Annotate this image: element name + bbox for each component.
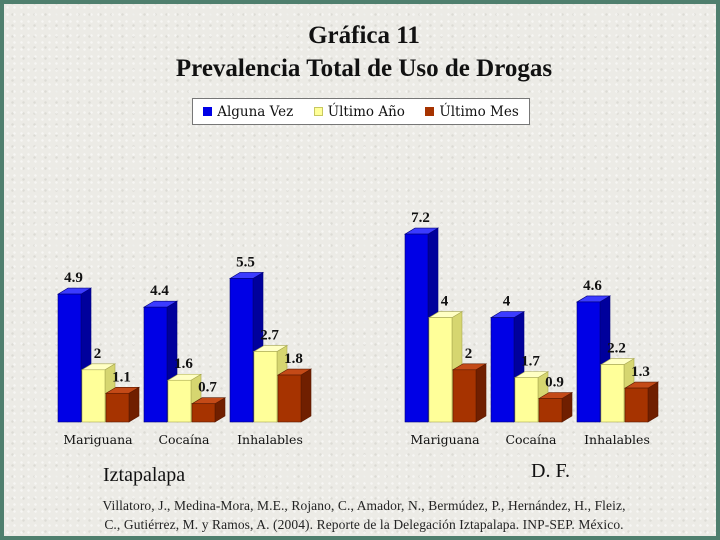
category-label: Mariguana <box>63 432 133 447</box>
bar-side <box>300 368 312 423</box>
bar <box>624 387 649 423</box>
data-label: 0.7 <box>198 380 217 396</box>
data-label: 4.4 <box>150 283 169 299</box>
legend-swatch <box>425 107 435 116</box>
data-label: 1.8 <box>284 351 303 367</box>
bar <box>105 392 130 423</box>
bar <box>143 306 168 423</box>
data-label: 2 <box>94 346 102 362</box>
data-label: 7.2 <box>411 210 430 226</box>
chart-subtitle: Prevalencia Total de Uso de Drogas <box>175 55 553 82</box>
bar <box>452 369 477 423</box>
citation-line: C., Gutiérrez, M. y Ramos, A. (2004). Re… <box>104 517 624 532</box>
data-label: 4.6 <box>583 278 602 294</box>
data-label: 1.1 <box>112 369 131 385</box>
bar <box>600 364 625 423</box>
chart-title: Gráfica 11 <box>308 22 420 49</box>
data-label: 4 <box>441 294 449 310</box>
data-label: 1.7 <box>521 354 540 370</box>
group-label-df: D. F. <box>531 460 570 482</box>
category-label: Cocaína <box>505 432 557 447</box>
data-label: 1.3 <box>631 364 650 380</box>
legend-label: Último Mes <box>439 103 519 120</box>
category-label: Cocaína <box>158 432 210 447</box>
bar <box>167 379 192 423</box>
data-label: 5.5 <box>236 254 255 270</box>
bar-side <box>475 363 487 423</box>
bar <box>191 403 216 423</box>
data-label: 4.9 <box>64 270 83 286</box>
bar <box>428 317 453 423</box>
bar <box>253 351 278 423</box>
bar <box>576 301 601 423</box>
data-label: 2 <box>465 346 473 362</box>
bar <box>404 233 429 423</box>
citation-line: Villatoro, J., Medina-Mora, M.E., Rojano… <box>102 498 626 513</box>
bar <box>277 374 302 423</box>
legend-label: Último Año <box>327 103 405 120</box>
legend-swatch <box>203 107 213 116</box>
category-label: Mariguana <box>410 432 480 447</box>
legend-swatch <box>313 107 323 116</box>
category-label: Inhalables <box>584 432 650 447</box>
data-label: 0.9 <box>545 375 564 391</box>
bar <box>514 377 539 423</box>
citation: Villatoro, J., Medina-Mora, M.E., Rojano… <box>24 496 704 534</box>
bar <box>81 369 106 423</box>
legend-item-ultimo-mes: Último Mes <box>425 103 519 120</box>
legend-item-ultimo-ano: Último Año <box>313 103 405 120</box>
legend-item-alguna-vez: Alguna Vez <box>203 104 293 120</box>
data-label: 2.7 <box>260 328 279 344</box>
bar <box>538 398 563 423</box>
data-label: 1.6 <box>174 356 193 372</box>
bar <box>490 317 515 423</box>
data-label: 4 <box>503 294 511 310</box>
legend: Alguna Vez Último Año Último Mes <box>192 98 530 125</box>
legend-label: Alguna Vez <box>217 103 294 120</box>
data-label: 2.2 <box>607 341 626 357</box>
bar <box>229 278 254 423</box>
bar <box>57 293 82 423</box>
bar-side <box>647 381 659 423</box>
group-label-iztapalapa: Iztapalapa <box>103 464 186 486</box>
category-label: Inhalables <box>237 432 303 447</box>
